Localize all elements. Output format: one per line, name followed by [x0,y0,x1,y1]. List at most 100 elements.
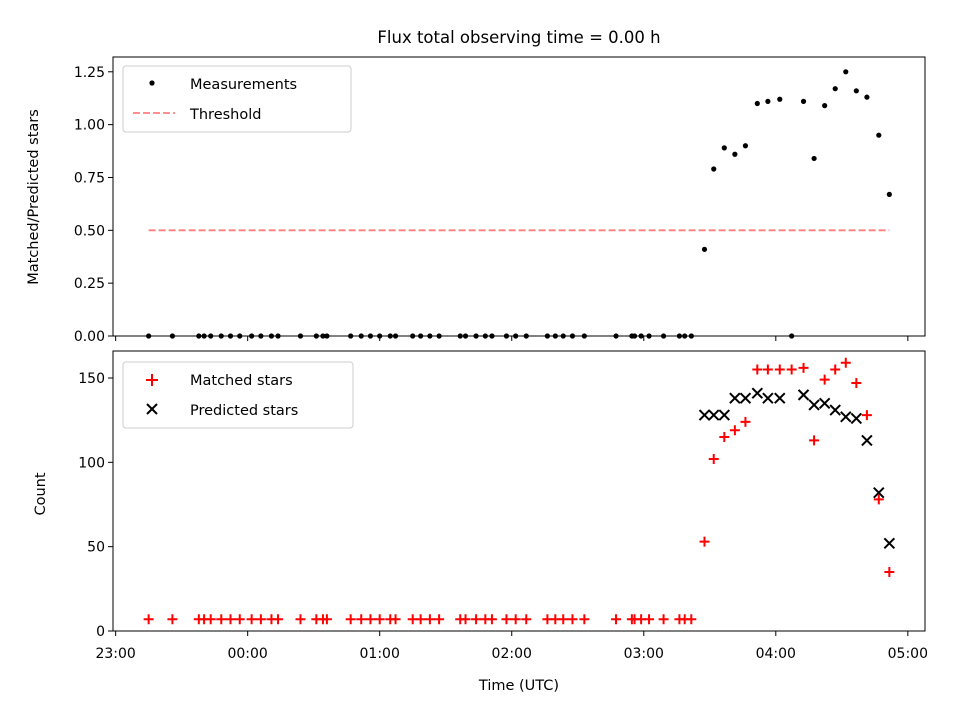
matched-star-point [424,614,435,625]
matched-star-point [345,614,356,625]
matched-star-point [686,614,697,625]
bottom-y-axis-label: Count [33,472,49,515]
predicted-star-point [797,389,810,401]
top-y-axis-label: Matched/Predicted stars [26,109,42,285]
predicted-star-point [698,409,711,421]
legend-matched-label: Matched stars [190,373,293,389]
measurement-point [777,96,783,102]
predicted-star-point [729,392,741,404]
matched-star-point [167,614,178,625]
matched-star-point [786,364,797,375]
chart-title: Flux total observing time = 0.00 h [377,28,660,47]
matched-star-point [840,357,851,368]
predicted-star-point [739,392,752,404]
predicted-star-point [762,392,774,404]
measurement-point [876,132,882,138]
matched-star-point [521,614,532,625]
matched-star-point [273,614,284,625]
measurement-point [886,191,892,197]
matched-star-point [216,614,227,625]
matched-star-point [143,614,154,625]
predicted-star-point [708,409,720,421]
predicted-star-point [808,399,820,411]
matched-star-point [884,566,895,577]
predicted-star-point [818,397,831,409]
measurement-point [721,145,727,151]
predicted-star-point [829,404,841,416]
bottom-x-tick-label: 04:00 [756,646,796,662]
bottom-panel-frame [112,350,926,632]
top-y-tick-label: 1.00 [74,118,105,134]
matched-star-point [809,435,820,446]
predicted-star-point [861,434,873,447]
bottom-legend-box [122,361,354,429]
matched-star-point [255,614,266,625]
legend-threshold-label: Threshold [189,107,261,123]
matched-star-point [774,364,785,375]
measurement-point [853,88,859,94]
bottom-y-tick-label: 150 [78,371,105,387]
legend-predicted-label: Predicted stars [190,403,298,419]
measurement-point [711,166,717,172]
measurement-point [701,246,708,252]
matched-star-point [234,614,245,625]
matched-star-point [460,614,471,625]
matched-star-point [699,536,710,547]
matched-star-point [434,614,445,625]
top-y-tick-label: 0.00 [74,329,105,345]
top-y-tick-label: 1.25 [74,65,105,81]
matched-star-point [611,614,622,625]
top-panel-marks [146,69,892,339]
x-axis-label: Time (UTC) [478,678,559,694]
matched-star-point [798,362,809,373]
predicted-star-point [873,486,885,499]
matched-star-point [819,374,830,385]
matched-star-point [762,364,773,375]
measurement-point [742,143,749,149]
measurement-point [811,155,817,162]
bottom-x-tick-label: 05:00 [888,646,928,662]
bottom-y-tick-label: 0 [96,624,105,640]
predicted-star-point [840,411,852,423]
top-panel: 0.00 0.25 0.50 0.75 1.00 1.25 Matched/Predict… [26,56,926,345]
predicted-star-point [850,412,863,425]
matched-star-point [830,364,841,375]
bottom-x-tick-label: 03:00 [624,646,664,662]
bottom-panel-marks [143,357,896,625]
matched-star-point [658,614,669,625]
top-panel-frame [112,56,926,337]
measurement-point [843,69,849,75]
measurement-point [832,86,838,92]
measurement-point [822,103,828,109]
top-y-tick-label: 0.25 [74,276,105,292]
matched-star-point [752,364,763,375]
matched-star-point [356,614,367,625]
bottom-x-tick-label: 00:00 [227,646,267,662]
bottom-y-tick-label: 50 [87,540,105,556]
bottom-x-tick-label: 01:00 [360,646,400,662]
matched-star-point [321,614,332,625]
predicted-star-point [751,387,764,399]
measurement-point [765,98,771,104]
bottom-panel: 0 50 100 150 23:00 00:00 01:00 02:00 03:00 04:00 0… [33,350,928,694]
top-panel-ticks: 0.00 0.25 0.50 0.75 1.00 1.25 [74,65,909,345]
top-legend: Measurements Threshold [122,65,352,133]
matched-star-point [873,494,884,505]
legend-measurements-label: Measurements [190,77,297,93]
matched-star-point [644,614,655,625]
bottom-x-tick-label: 23:00 [95,646,135,662]
matched-star-point [295,614,306,625]
matched-star-point [205,614,216,625]
matched-star-point [579,614,590,625]
matched-star-point [246,614,257,625]
matched-star-point [501,614,512,625]
matched-star-point [729,425,740,436]
legend-matched-swatch [146,374,158,386]
bottom-panel-ticks: 0 50 100 150 23:00 00:00 01:00 02:00 03:00 04:00 0… [78,371,928,662]
matched-star-point [708,453,719,464]
matched-star-point [567,614,578,625]
matched-star-point [374,614,385,625]
predicted-star-point [883,537,896,549]
matched-star-point [390,614,401,625]
